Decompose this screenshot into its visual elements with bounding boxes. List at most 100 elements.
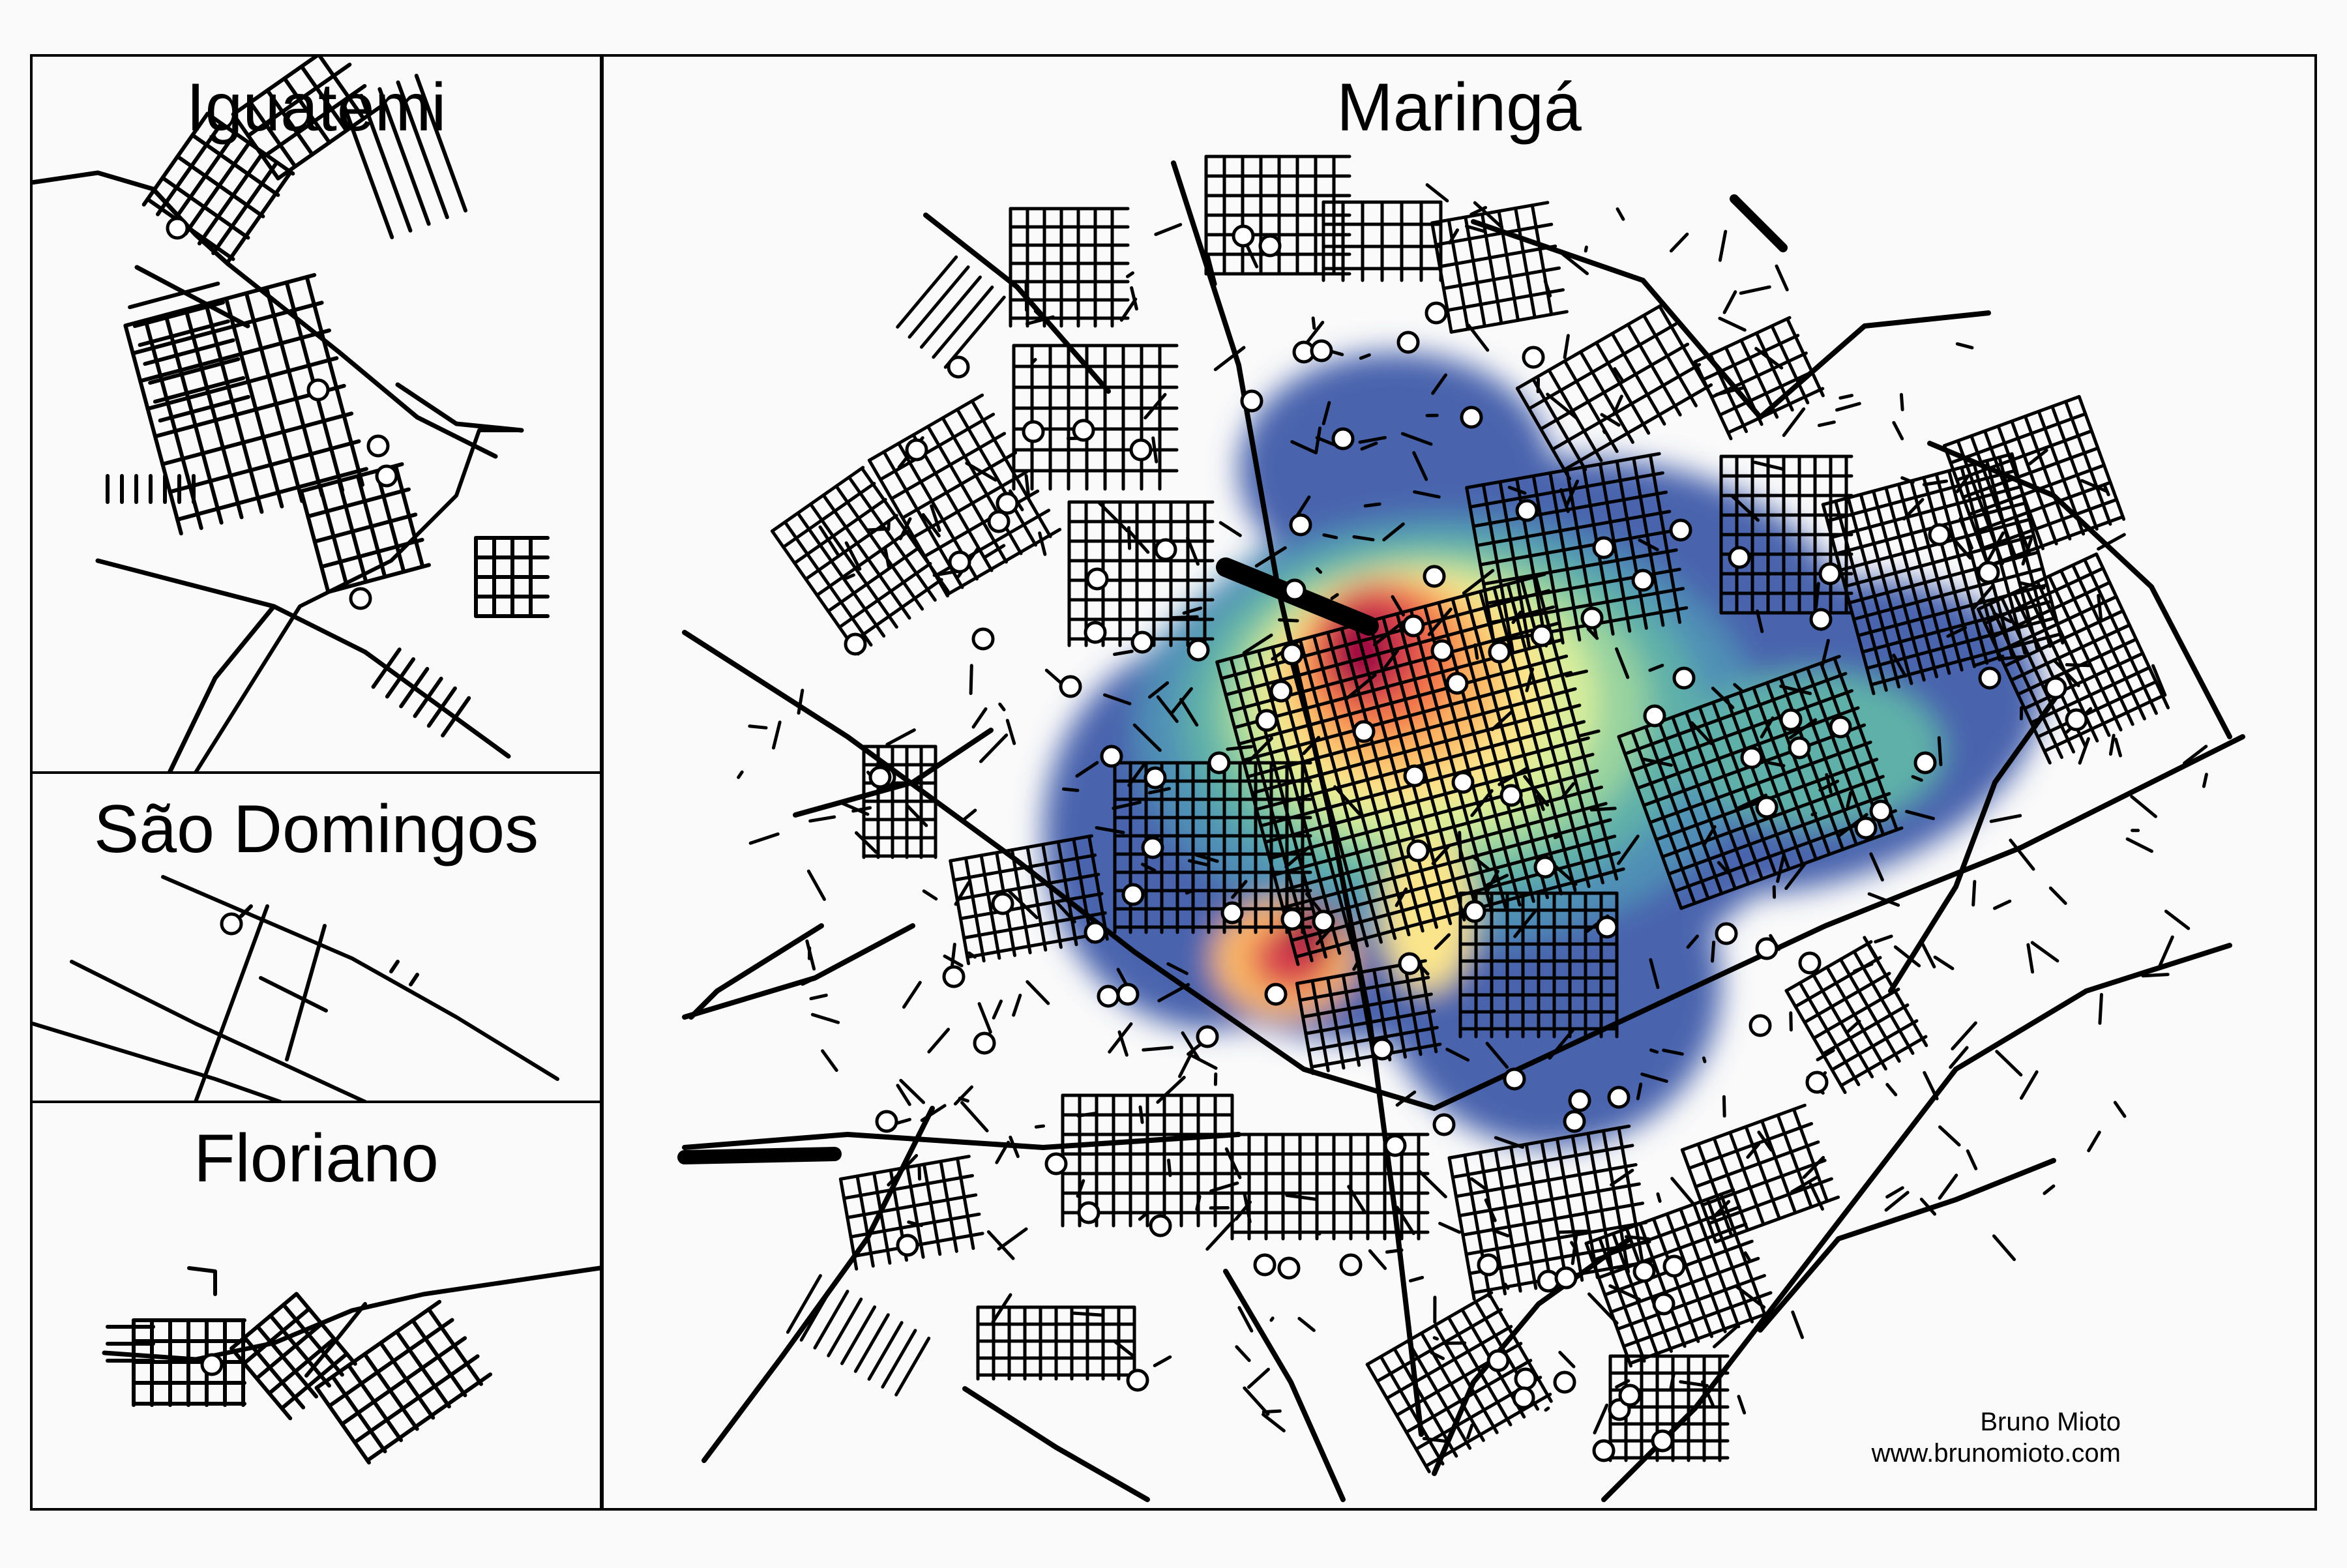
point-marker bbox=[1087, 569, 1107, 589]
point-marker bbox=[1434, 1115, 1454, 1134]
point-marker bbox=[1271, 681, 1291, 701]
point-marker bbox=[1664, 1256, 1684, 1276]
point-marker bbox=[222, 914, 241, 934]
point-marker bbox=[1514, 1388, 1533, 1408]
point-marker bbox=[1198, 1027, 1217, 1046]
point-marker bbox=[1266, 984, 1286, 1004]
point-marker bbox=[1279, 1258, 1299, 1278]
panel-title-sao-domingos: São Domingos bbox=[94, 791, 539, 867]
point-marker bbox=[870, 767, 890, 787]
point-marker bbox=[1930, 525, 1949, 544]
road bbox=[1939, 738, 1941, 765]
point-marker bbox=[1085, 623, 1105, 642]
point-marker bbox=[1151, 1216, 1170, 1235]
point-marker bbox=[1354, 722, 1374, 741]
point-marker bbox=[1800, 953, 1820, 973]
road bbox=[1387, 1250, 1402, 1252]
point-marker bbox=[1061, 677, 1080, 696]
road bbox=[1263, 1411, 1280, 1412]
road bbox=[1591, 808, 1615, 810]
road bbox=[2067, 665, 2091, 666]
road bbox=[1651, 1050, 1657, 1052]
road bbox=[1036, 1126, 1043, 1127]
point-marker bbox=[1102, 747, 1121, 766]
panel-iguatemi-frame bbox=[31, 55, 601, 773]
point-marker bbox=[1488, 1351, 1508, 1370]
point-marker bbox=[1871, 801, 1891, 821]
road bbox=[1572, 1243, 1574, 1247]
point-marker bbox=[1653, 1431, 1672, 1451]
road bbox=[1791, 1013, 1792, 1030]
credit-url: www.brunomioto.com bbox=[1871, 1439, 2121, 1468]
point-marker bbox=[1123, 885, 1143, 904]
point-marker bbox=[308, 380, 328, 400]
point-marker bbox=[1742, 748, 1762, 767]
point-marker bbox=[1717, 924, 1736, 943]
point-marker bbox=[1312, 341, 1331, 361]
road bbox=[1074, 1313, 1103, 1315]
point-marker bbox=[1517, 501, 1537, 520]
point-marker bbox=[1980, 668, 2000, 688]
point-marker bbox=[1131, 440, 1151, 460]
point-marker bbox=[1341, 1255, 1361, 1275]
point-marker bbox=[1811, 610, 1831, 629]
road bbox=[1280, 620, 1297, 621]
point-marker bbox=[1085, 923, 1105, 942]
road bbox=[1812, 814, 1816, 815]
point-marker bbox=[351, 589, 370, 608]
point-marker bbox=[989, 512, 1009, 531]
point-marker bbox=[377, 466, 396, 486]
point-marker bbox=[1654, 1294, 1674, 1314]
point-marker bbox=[2067, 710, 2086, 730]
road bbox=[1658, 1194, 1660, 1201]
point-marker bbox=[1255, 1255, 1275, 1275]
point-marker bbox=[993, 894, 1012, 913]
road bbox=[1475, 645, 1477, 658]
point-marker bbox=[1979, 563, 1998, 582]
point-marker bbox=[1462, 407, 1481, 427]
road bbox=[1313, 318, 1314, 328]
road bbox=[1434, 1338, 1437, 1339]
road bbox=[1365, 504, 1380, 506]
point-marker bbox=[975, 1033, 994, 1053]
point-marker bbox=[1426, 303, 1446, 323]
point-marker bbox=[1453, 773, 1473, 792]
point-marker bbox=[1620, 1385, 1640, 1405]
point-marker bbox=[1099, 986, 1118, 1006]
road bbox=[685, 1154, 834, 1157]
point-marker bbox=[1404, 616, 1423, 636]
point-marker bbox=[1400, 954, 1419, 973]
road bbox=[919, 1166, 920, 1179]
road bbox=[1973, 881, 1975, 905]
point-marker bbox=[1645, 706, 1664, 726]
point-marker bbox=[1750, 1016, 1770, 1035]
point-marker bbox=[1046, 1154, 1066, 1174]
point-marker bbox=[1408, 841, 1428, 861]
point-marker bbox=[1820, 564, 1840, 584]
point-marker bbox=[1128, 1370, 1147, 1390]
point-marker bbox=[1856, 818, 1876, 838]
road bbox=[1704, 1058, 1705, 1061]
point-marker bbox=[1633, 570, 1653, 590]
point-marker bbox=[1260, 236, 1280, 256]
point-marker bbox=[1282, 910, 1302, 929]
point-marker bbox=[1209, 753, 1229, 773]
road bbox=[1505, 1284, 1508, 1288]
point-marker bbox=[1257, 711, 1277, 730]
point-marker bbox=[1143, 838, 1162, 857]
point-marker bbox=[1582, 608, 1602, 628]
point-marker bbox=[1831, 717, 1850, 737]
credit-author: Bruno Mioto bbox=[1980, 1408, 2121, 1436]
point-marker bbox=[1609, 1087, 1629, 1107]
point-marker bbox=[1781, 710, 1801, 730]
point-marker bbox=[1405, 766, 1424, 786]
point-marker bbox=[944, 967, 964, 986]
point-marker bbox=[1790, 738, 1809, 758]
road bbox=[1555, 836, 1559, 837]
point-marker bbox=[997, 494, 1017, 513]
point-marker bbox=[1807, 1072, 1827, 1092]
point-marker bbox=[1535, 857, 1555, 877]
sao-domingos-points bbox=[222, 914, 241, 934]
point-marker bbox=[1490, 642, 1509, 662]
